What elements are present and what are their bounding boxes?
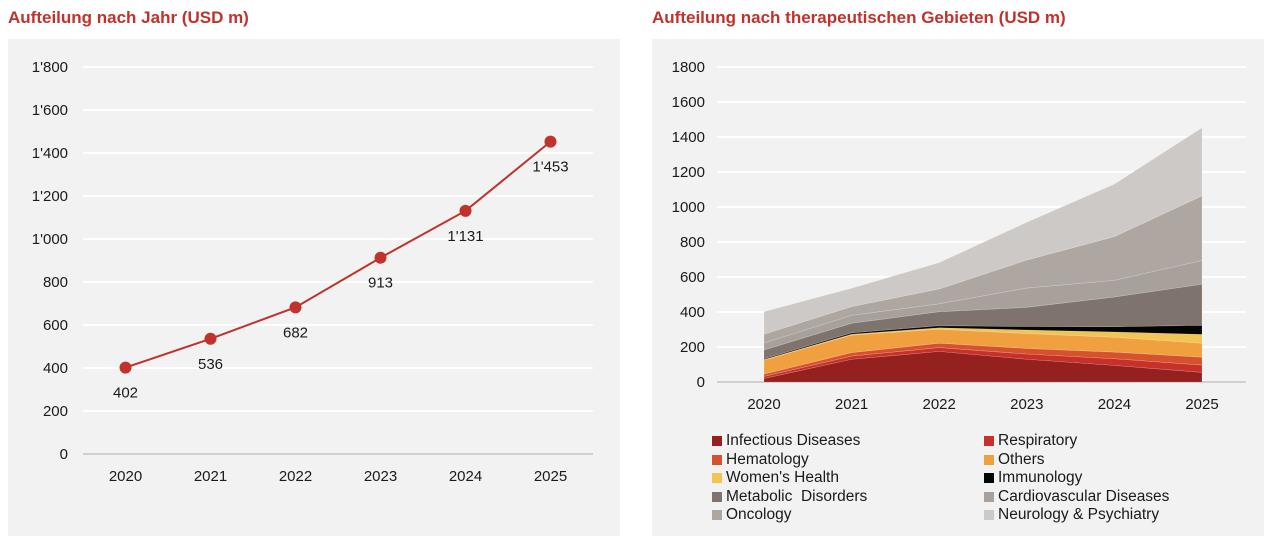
legend-label: Neurology & Psychiatry (998, 506, 1160, 524)
y-tick-label: 400 (680, 304, 705, 321)
legend-swatch (712, 491, 722, 502)
y-tick-label: 400 (43, 360, 68, 377)
y-tick-label: 1400 (672, 129, 705, 146)
legend-item[interactable]: Women's Health (712, 469, 984, 488)
legend-item[interactable]: Immunology (984, 469, 1244, 488)
y-tick-label: 200 (43, 403, 68, 420)
y-tick-label: 600 (43, 317, 68, 334)
data-point[interactable] (204, 332, 217, 345)
x-tick-label: 2025 (1185, 396, 1218, 413)
legend-item[interactable]: Oncology (712, 506, 984, 525)
y-tick-label: 1'400 (32, 145, 68, 162)
data-line (125, 140, 552, 369)
x-tick-label: 2025 (534, 468, 567, 485)
legend-label: Respiratory (998, 432, 1078, 450)
legend-swatch (984, 491, 994, 502)
legend-label: Hematology (726, 450, 809, 468)
chart-legend: Infectious Diseases Respiratory Hematology… (712, 432, 1252, 525)
line-chart: 0 200 400 600 800 1'000 1'200 1'400 1'600 1'800 20… (32, 59, 593, 485)
data-point[interactable] (459, 204, 472, 217)
y-tick-label: 1800 (672, 59, 705, 76)
x-tick-label: 2021 (194, 468, 227, 485)
data-label: 1'131 (447, 228, 483, 245)
y-tick-label: 600 (680, 269, 705, 286)
chart-title-by-area: Aufteilung nach therapeutischen Gebieten… (652, 8, 1066, 27)
area-chart-panel: 0 200 400 600 800 1000 1200 1400 1600 1800 2020 202… (652, 39, 1264, 536)
x-tick-label: 2023 (1010, 396, 1043, 413)
x-tick-label: 2024 (449, 468, 482, 485)
legend-label: Women's Health (726, 469, 839, 487)
y-tick-label: 1'200 (32, 188, 68, 205)
legend-swatch (712, 473, 722, 484)
x-tick-label: 2024 (1098, 396, 1131, 413)
area-neurology-psychiatry[interactable] (763, 127, 1203, 335)
legend-item[interactable]: Others (984, 451, 1244, 470)
legend-item[interactable]: Cardiovascular Diseases (984, 488, 1244, 507)
legend-swatch (712, 436, 722, 447)
chart-title-by-year: Aufteilung nach Jahr (USD m) (8, 8, 249, 27)
legend-label: Others (998, 450, 1045, 468)
x-tick-label: 2022 (923, 396, 956, 413)
data-label: 682 (283, 324, 308, 341)
legend-label: Oncology (726, 506, 792, 524)
line-chart-panel: 0 200 400 600 800 1'000 1'200 1'400 1'600 1'800 20… (8, 39, 620, 536)
legend-item[interactable]: Hematology (712, 451, 984, 470)
y-tick-label: 1000 (672, 199, 705, 216)
y-tick-label: 0 (697, 374, 705, 391)
x-tick-label: 2022 (279, 468, 312, 485)
legend-item[interactable]: Respiratory (984, 432, 1244, 451)
legend-item[interactable]: Infectious Diseases (712, 432, 984, 451)
data-point[interactable] (289, 301, 302, 314)
y-tick-label: 1'800 (32, 59, 68, 76)
legend-swatch (984, 454, 994, 465)
data-label: 1'453 (532, 159, 568, 176)
data-label: 402 (113, 385, 138, 402)
data-point[interactable] (544, 135, 557, 148)
y-tick-label: 800 (43, 274, 68, 291)
legend-swatch (984, 473, 994, 484)
legend-label: Immunology (998, 469, 1083, 487)
legend-label: Infectious Diseases (726, 432, 861, 450)
y-tick-label: 800 (680, 234, 705, 251)
legend-swatch (984, 436, 994, 447)
legend-label: Cardiovascular Diseases (998, 487, 1170, 505)
legend-swatch (984, 510, 994, 521)
x-tick-label: 2021 (835, 396, 868, 413)
stacked-area-chart: 0 200 400 600 800 1000 1200 1400 1600 1800 2020 202… (672, 59, 1246, 413)
data-label: 536 (198, 356, 223, 373)
y-tick-label: 1'600 (32, 102, 68, 119)
y-tick-label: 1200 (672, 164, 705, 181)
legend-item[interactable]: Neurology & Psychiatry (984, 506, 1244, 525)
x-tick-label: 2020 (747, 396, 780, 413)
data-point[interactable] (119, 361, 132, 374)
y-tick-label: 0 (60, 446, 68, 463)
legend-swatch (712, 454, 722, 465)
legend-label: Metabolic Disorders (726, 487, 868, 505)
x-tick-label: 2020 (109, 468, 142, 485)
y-tick-label: 1'000 (32, 231, 68, 248)
y-tick-label: 200 (680, 339, 705, 356)
x-tick-label: 2023 (364, 468, 397, 485)
data-label: 913 (368, 275, 393, 292)
legend-item[interactable]: Metabolic Disorders (712, 488, 984, 507)
y-tick-label: 1600 (672, 94, 705, 111)
data-point[interactable] (374, 251, 387, 264)
legend-swatch (712, 510, 722, 521)
